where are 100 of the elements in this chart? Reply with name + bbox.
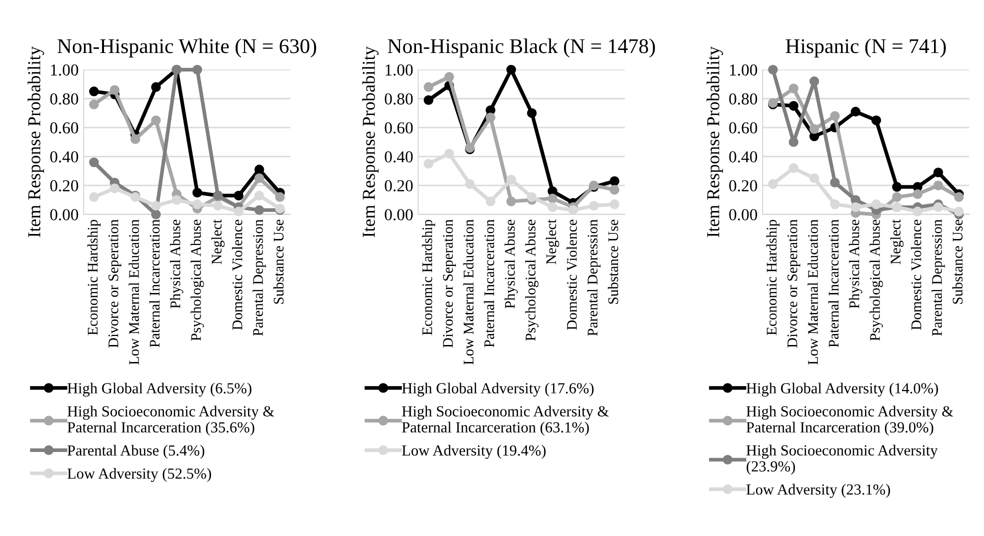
y-tick-label: 0.20 [50,180,78,192]
y-tick-label: 0.40 [729,151,758,163]
point [954,192,964,202]
point [151,115,161,126]
point [486,196,496,206]
y-tick-label: 0.80 [50,93,78,105]
point [526,192,537,202]
chart-title: Hispanic (N = 741) [786,38,946,58]
point [809,76,820,86]
point [465,179,475,189]
x-tick-label: Paternal Incarceration [484,219,494,348]
point [892,192,902,202]
point [151,210,161,220]
y-tick-label: 0.60 [729,122,758,134]
point [89,100,99,110]
y-tick-label: 1.00 [386,64,413,76]
legend-label: High Global Adversity (14.0%) [746,382,938,397]
point [809,124,820,134]
point [254,190,264,200]
point [892,182,902,192]
x-tick-label: Low Maternal Education [808,219,818,365]
point [610,176,620,186]
y-tick-label: 0.40 [50,151,78,163]
x-tick-label: Parental Depression [587,219,600,336]
x-tick-label: Divorce or Seperation [443,219,456,348]
point [809,173,820,184]
y-axis-title: Item Response Probability [706,46,724,238]
x-tick-label: Economic Hardship [766,220,780,336]
point [548,194,558,204]
x-tick-label: Psychological Abuse [190,220,204,341]
y-tick-label: 0.40 [384,151,413,163]
point [768,179,778,189]
point [172,195,182,205]
point [192,199,202,210]
point [254,164,264,174]
point [506,174,516,185]
point [830,111,840,121]
x-tick-label: Domestic Violence [910,220,922,330]
point [424,82,434,92]
point [788,137,798,147]
point [954,206,964,216]
x-tick-label: Economic Hardship [422,220,436,336]
x-tick-label: Domestic Violence [232,220,242,330]
point [526,108,537,118]
point [850,202,860,212]
point [89,192,99,202]
y-tick-label: 1.00 [730,64,758,76]
x-tick-label: Domestic Violence [566,220,577,330]
x-tick-label: Divorce or Seperation [787,219,800,348]
y-tick-label: 0.80 [729,93,758,105]
y-tick-label: 0.20 [729,180,758,192]
x-tick-label: Neglect [890,219,904,264]
point [254,173,264,184]
point [424,158,434,169]
point [444,148,454,158]
point [444,72,454,82]
point [192,188,202,198]
point [830,178,840,188]
point [486,112,496,122]
legend-label: High Global Adversity (6.5%) [67,382,252,397]
point [213,200,223,211]
x-tick-label: Psychological Abuse [870,220,883,341]
y-tick-label: 1.00 [51,64,78,76]
point [830,199,840,210]
point [254,205,264,215]
x-tick-label: Low Maternal Education [128,219,139,365]
point [130,134,140,144]
y-tick-label: 0.20 [384,180,413,192]
legend-label: Low Adversity (52.5%) [67,468,212,482]
y-axis-title: Item Response Probability [362,46,379,238]
chart-title: Non-Hispanic Black (N = 1478) [388,38,655,58]
legend-label: Low Adversity (23.1%) [746,484,890,498]
point [110,183,120,194]
y-tick-label: 0.60 [384,122,413,134]
x-tick-label: Parental Depression [252,219,266,336]
x-tick-label: Low Maternal Education [463,219,474,365]
point [588,200,599,211]
point [151,82,161,92]
x-tick-label: Substance Use [273,220,284,304]
x-tick-label: Physical Abuse [504,220,518,308]
y-tick-label: 0.60 [50,122,78,134]
point [151,200,161,211]
legend-label: High Socioeconomic Adversity (23.9%) [746,444,938,475]
x-tick-label: Divorce or Seperation [108,219,122,348]
point [788,84,798,94]
x-tick-label: Substance Use [952,220,963,304]
legend-label: Parental Abuse (5.4%) [67,444,204,459]
point [234,190,244,200]
point [548,202,558,212]
y-tick-label: 0.00 [384,209,413,220]
point [788,101,798,111]
point [933,202,944,212]
point [610,184,620,195]
x-tick-label: Physical Abuse [848,220,862,308]
point [912,189,922,199]
point [506,64,516,75]
point [610,199,620,210]
y-tick-label: 0.00 [50,209,78,220]
x-tick-label: Neglect [546,219,560,264]
point [568,205,578,215]
